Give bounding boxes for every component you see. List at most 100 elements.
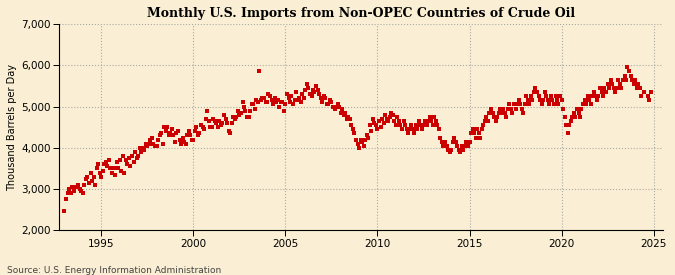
- Point: [414, 119, 425, 123]
- Point: [269, 96, 280, 100]
- Point: [117, 154, 128, 158]
- Point: [142, 144, 153, 148]
- Point: [225, 131, 236, 136]
- Point: [437, 139, 448, 144]
- Point: [213, 125, 223, 129]
- Point: [171, 131, 182, 136]
- Point: [590, 94, 601, 98]
- Point: [515, 102, 526, 107]
- Point: [613, 78, 624, 82]
- Point: [524, 102, 535, 107]
- Point: [153, 138, 163, 142]
- Point: [363, 135, 374, 140]
- Point: [188, 138, 198, 142]
- Point: [254, 69, 265, 74]
- Point: [228, 115, 239, 119]
- Point: [111, 160, 122, 164]
- Point: [466, 131, 477, 136]
- Point: [390, 123, 401, 127]
- Point: [644, 98, 655, 103]
- Point: [139, 148, 150, 152]
- Point: [553, 102, 564, 107]
- Point: [125, 164, 136, 169]
- Point: [420, 119, 431, 123]
- Point: [601, 90, 612, 94]
- Point: [410, 123, 421, 127]
- Point: [88, 175, 99, 179]
- Point: [607, 82, 618, 86]
- Point: [272, 98, 283, 103]
- Point: [357, 139, 368, 144]
- Point: [346, 123, 356, 127]
- Point: [102, 164, 113, 169]
- Point: [304, 92, 315, 96]
- Point: [275, 100, 286, 104]
- Point: [631, 86, 642, 90]
- Point: [327, 104, 338, 109]
- Point: [279, 108, 290, 113]
- Point: [529, 90, 539, 94]
- Point: [573, 111, 584, 115]
- Point: [489, 115, 500, 119]
- Point: [404, 127, 415, 131]
- Point: [337, 106, 348, 111]
- Point: [367, 117, 378, 121]
- Point: [240, 108, 251, 113]
- Point: [124, 156, 134, 160]
- Point: [92, 162, 103, 167]
- Point: [468, 131, 479, 136]
- Point: [578, 102, 589, 107]
- Point: [90, 183, 101, 187]
- Point: [602, 82, 613, 86]
- Point: [119, 170, 130, 175]
- Point: [168, 133, 179, 138]
- Point: [133, 154, 144, 158]
- Point: [232, 108, 243, 113]
- Point: [366, 129, 377, 133]
- Point: [618, 78, 628, 82]
- Point: [487, 111, 498, 115]
- Point: [113, 166, 124, 171]
- Point: [574, 115, 585, 119]
- Point: [562, 131, 573, 136]
- Point: [110, 172, 121, 177]
- Point: [433, 127, 444, 131]
- Point: [220, 117, 231, 121]
- Point: [350, 138, 361, 142]
- Point: [128, 160, 139, 164]
- Point: [313, 88, 323, 92]
- Point: [608, 86, 619, 90]
- Point: [143, 142, 154, 146]
- Point: [456, 144, 467, 148]
- Point: [182, 133, 192, 138]
- Point: [597, 94, 608, 98]
- Point: [314, 92, 325, 96]
- Point: [394, 119, 404, 123]
- Point: [418, 123, 429, 127]
- Point: [507, 111, 518, 115]
- Point: [504, 102, 515, 107]
- Point: [76, 189, 87, 193]
- Point: [386, 111, 397, 115]
- Point: [289, 98, 300, 103]
- Point: [483, 119, 493, 123]
- Point: [484, 111, 495, 115]
- Point: [532, 90, 543, 94]
- Point: [537, 102, 547, 107]
- Point: [321, 102, 332, 107]
- Point: [205, 125, 216, 129]
- Point: [567, 115, 578, 119]
- Point: [306, 94, 317, 98]
- Point: [325, 98, 335, 103]
- Point: [603, 86, 614, 90]
- Point: [122, 162, 133, 167]
- Point: [426, 119, 437, 123]
- Point: [461, 139, 472, 144]
- Point: [421, 123, 432, 127]
- Point: [317, 100, 327, 104]
- Point: [396, 127, 407, 131]
- Point: [364, 123, 375, 127]
- Point: [432, 123, 443, 127]
- Point: [360, 138, 371, 142]
- Point: [265, 94, 275, 98]
